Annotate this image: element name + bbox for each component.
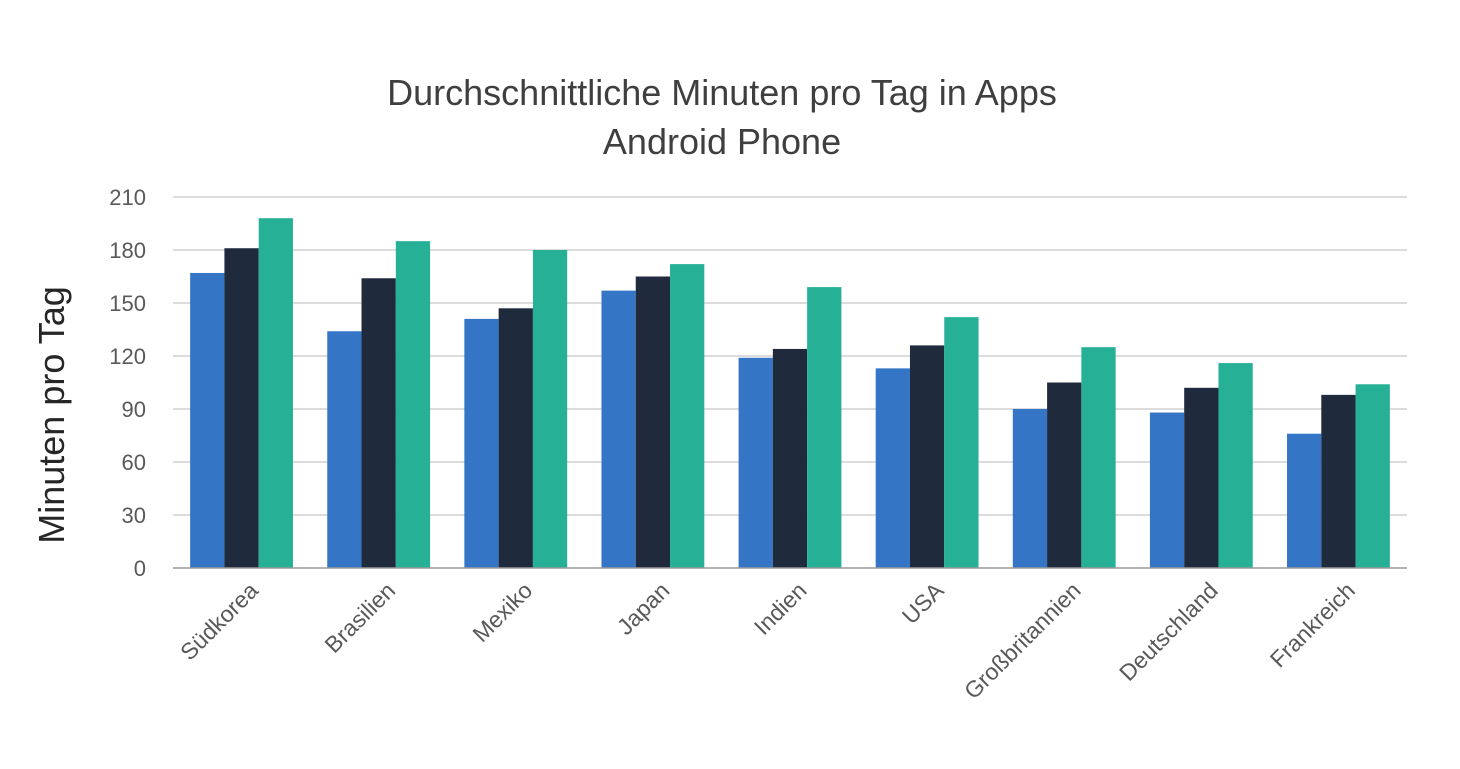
x-tick-label: Deutschland	[1114, 577, 1223, 686]
bar	[224, 248, 259, 568]
bar	[1047, 382, 1082, 568]
bar	[327, 331, 362, 568]
bar	[1149, 412, 1185, 568]
y-tick-label: 0	[134, 556, 146, 581]
bar	[1218, 363, 1253, 568]
y-tick-label: 120	[109, 344, 146, 369]
bar	[1012, 409, 1048, 568]
bar	[1287, 433, 1322, 568]
chart-title: Durchschnittliche Minuten pro Tag in App…	[387, 72, 1057, 113]
y-tick-labels: 0 30 60 90 120 150 180 210	[109, 185, 146, 581]
bar	[532, 250, 568, 568]
bar	[258, 218, 293, 568]
x-tick-label: Frankreich	[1265, 577, 1360, 672]
bar	[190, 272, 225, 568]
x-tick-label: USA	[897, 577, 949, 629]
y-tick-label: 60	[122, 450, 146, 475]
x-tick-label: Japan	[612, 577, 675, 640]
bar	[772, 348, 808, 568]
chart-subtitle: Android Phone	[603, 121, 841, 162]
x-tick-label: Brasilien	[319, 577, 400, 658]
bar	[635, 276, 671, 568]
bar	[395, 241, 431, 568]
y-tick-label: 90	[122, 397, 146, 422]
x-tick-label: Mexiko	[467, 577, 537, 647]
bar	[738, 357, 773, 568]
bar	[1355, 384, 1390, 568]
bar	[1184, 387, 1219, 568]
bar	[601, 290, 636, 568]
bar	[670, 264, 705, 568]
y-axis-label: Minuten pro Tag	[31, 286, 72, 544]
y-tick-label: 150	[109, 291, 146, 316]
x-tick-labels: Südkorea Brasilien Mexiko Japan Indien USA Gro…	[175, 577, 1360, 704]
y-tick-label: 180	[109, 238, 146, 263]
y-tick-label: 30	[122, 503, 146, 528]
bar	[807, 287, 842, 568]
x-tick-label: Indien	[749, 577, 812, 640]
bar	[1321, 394, 1356, 568]
bar	[498, 308, 533, 568]
bar	[875, 368, 910, 568]
x-tick-label: Großbritannien	[959, 577, 1086, 704]
bar	[361, 278, 396, 568]
bar	[464, 318, 499, 568]
bar	[1081, 347, 1116, 568]
y-tick-label: 210	[109, 185, 146, 210]
bar	[909, 345, 945, 568]
bars	[190, 218, 1390, 568]
x-tick-label: Südkorea	[175, 577, 263, 665]
bar	[944, 317, 979, 568]
